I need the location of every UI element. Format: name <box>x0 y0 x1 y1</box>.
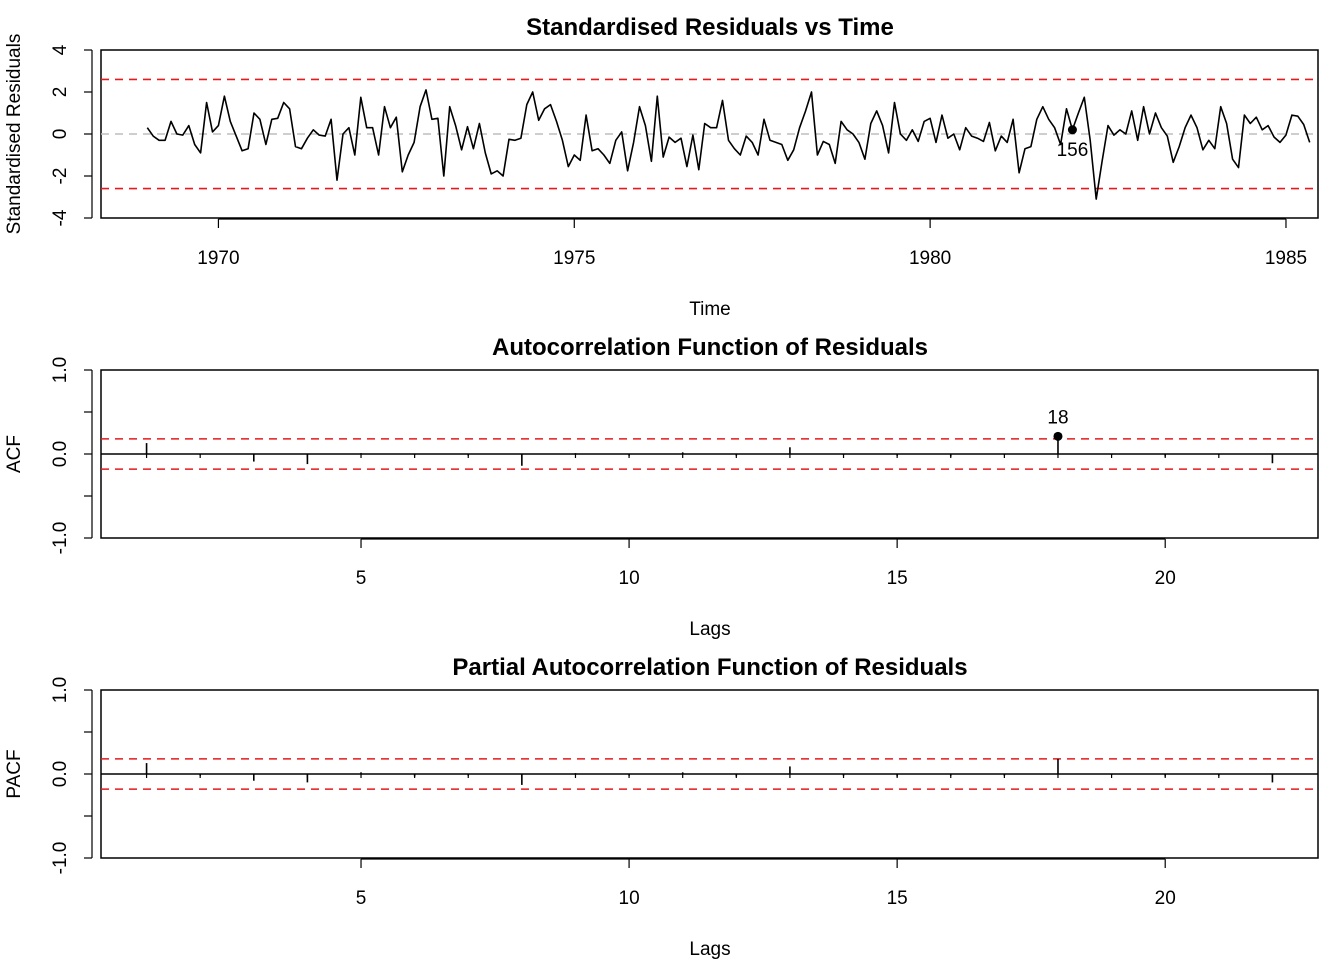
x-tick-label: 1970 <box>197 248 239 269</box>
x-tick-label: 5 <box>356 568 367 589</box>
y-tick-label: 0.0 <box>50 441 71 467</box>
y-tick-label: -1.0 <box>50 522 71 555</box>
y-tick-label: 1.0 <box>50 677 71 703</box>
x-tick-label: 20 <box>1155 888 1176 909</box>
residuals-title: Standardised Residuals vs Time <box>526 14 894 41</box>
pacf-xlabel: Lags <box>689 939 730 960</box>
residual-series-line <box>146 89 1311 200</box>
y-tick-label: 1.0 <box>50 357 71 383</box>
acf-title: Autocorrelation Function of Residuals <box>492 334 928 361</box>
pacf-title: Partial Autocorrelation Function of Resi… <box>452 654 967 681</box>
pacf-panel: Partial Autocorrelation Function of Resi… <box>4 654 1319 960</box>
y-tick-label: -4 <box>50 209 71 226</box>
pacf-ylabel: PACF <box>4 749 25 798</box>
significant-lag-label: 18 <box>1047 407 1068 428</box>
y-tick-label: -1.0 <box>50 842 71 875</box>
y-tick-label: 0 <box>50 129 71 140</box>
x-tick-label: 10 <box>619 888 640 909</box>
outlier-label: 156 <box>1057 140 1089 161</box>
acf-xlabel: Lags <box>689 619 730 640</box>
acf-panel: Autocorrelation Function of Residuals La… <box>4 334 1319 640</box>
outlier-label-clip: 156 <box>1057 140 1089 161</box>
x-tick-label: 1985 <box>1265 248 1307 269</box>
y-tick-label: -2 <box>50 168 71 185</box>
x-tick-label: 15 <box>887 568 908 589</box>
y-tick-label: 0.0 <box>50 761 71 787</box>
residuals-ylabel: Standardised Residuals <box>4 34 25 235</box>
y-tick-label: 4 <box>50 44 71 55</box>
outlier-point <box>1067 125 1077 135</box>
x-tick-label: 15 <box>887 888 908 909</box>
residuals-panel: Standardised Residuals vs Time Time Stan… <box>4 14 1319 320</box>
x-tick-label: 20 <box>1155 568 1176 589</box>
x-tick-label: 1980 <box>909 248 951 269</box>
significant-lag-point <box>1053 431 1063 441</box>
residuals-xlabel: Time <box>689 299 731 320</box>
acf-ylabel: ACF <box>4 435 25 473</box>
x-tick-label: 5 <box>356 888 367 909</box>
x-tick-label: 1975 <box>553 248 595 269</box>
y-tick-label: 2 <box>50 87 71 98</box>
x-tick-label: 10 <box>619 568 640 589</box>
